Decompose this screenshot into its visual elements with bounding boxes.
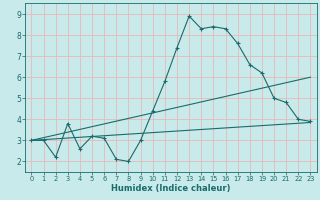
X-axis label: Humidex (Indice chaleur): Humidex (Indice chaleur) (111, 184, 231, 193)
